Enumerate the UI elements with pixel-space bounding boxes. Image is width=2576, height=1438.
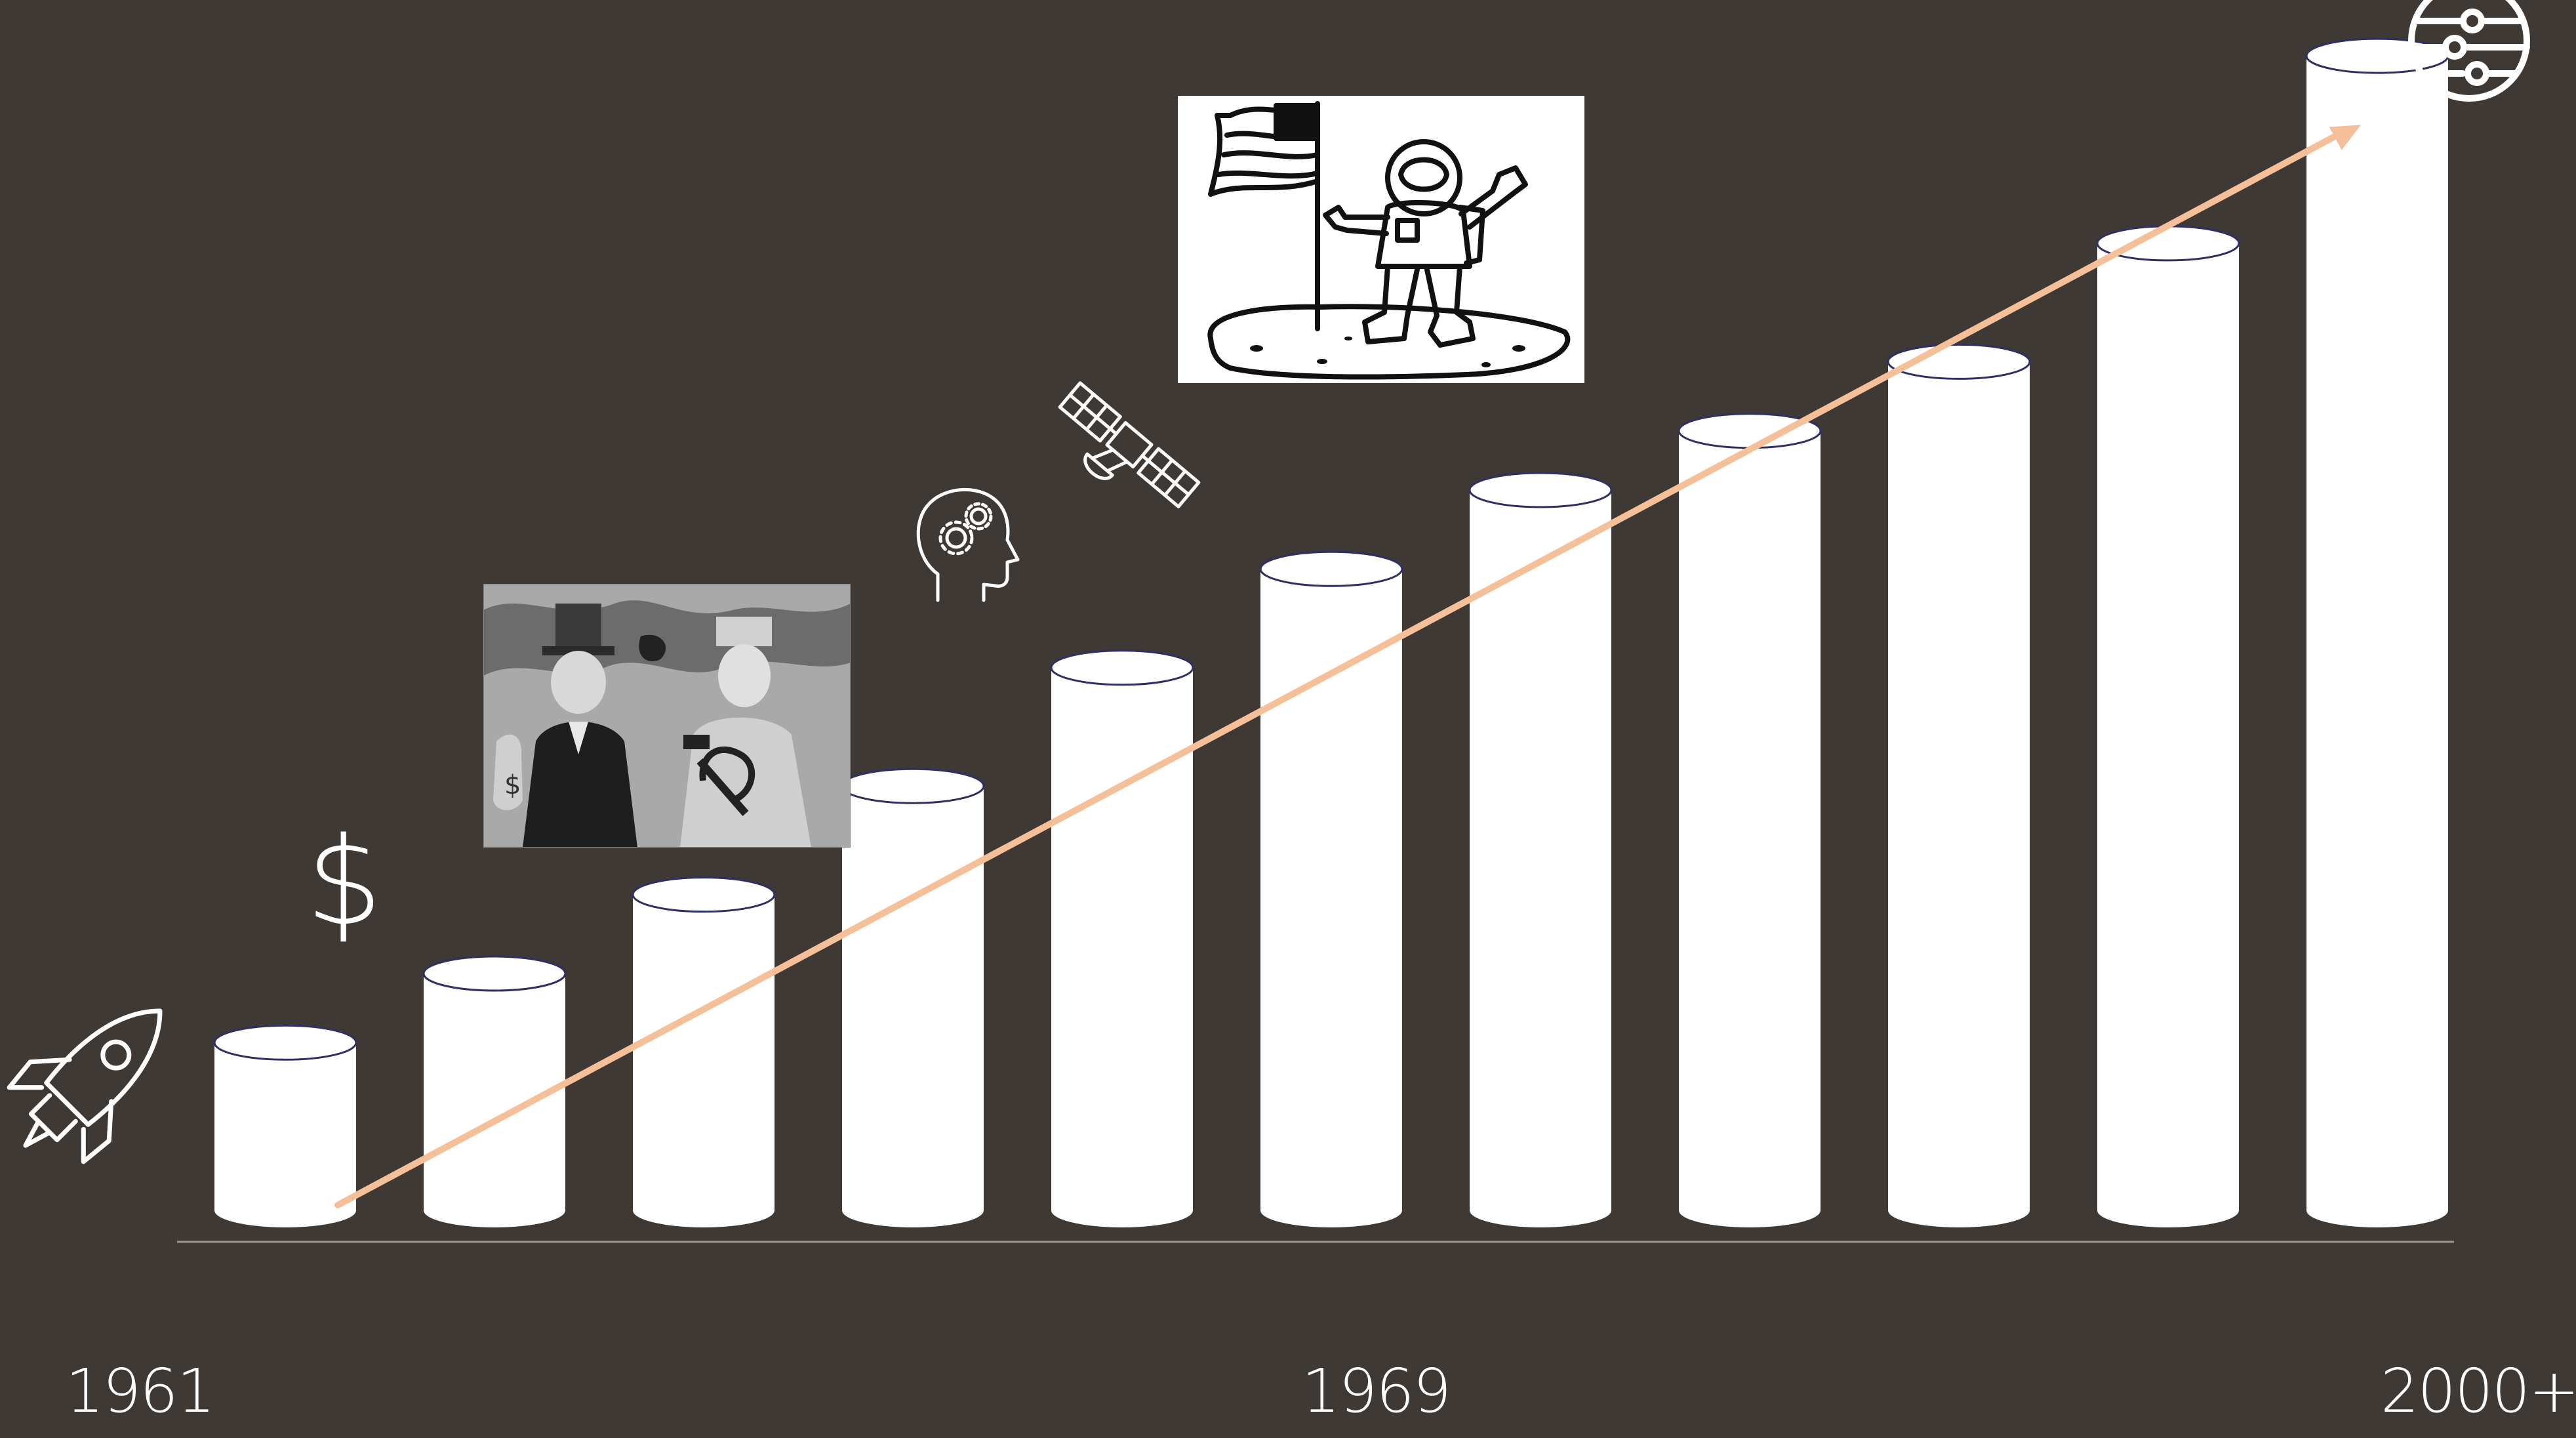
x-label-middle: 1969 [1302, 1356, 1451, 1426]
bar-top [422, 955, 567, 992]
bar [841, 768, 985, 1227]
bar-body [1470, 489, 1611, 1228]
cold-war-illustration: $ [483, 584, 851, 848]
trend-arrow [334, 125, 2361, 1208]
dollar-icon: $ [306, 811, 383, 953]
bar-body [214, 1042, 356, 1227]
bar-body [1051, 667, 1193, 1227]
bar-body [1260, 569, 1402, 1227]
bar [2305, 37, 2449, 1227]
moon-landing-illustration [1178, 96, 1584, 383]
bars-layer [213, 37, 2449, 1228]
bar-body [633, 894, 775, 1227]
bar-body [842, 786, 984, 1227]
bar [1678, 413, 1822, 1228]
head-gears-icon [916, 487, 1020, 602]
bar [1468, 472, 1613, 1228]
bar-top [632, 876, 776, 913]
svg-text:$: $ [504, 770, 521, 800]
bar-top [841, 768, 985, 804]
planet-icon [2408, 0, 2530, 102]
bar-top [213, 1024, 357, 1061]
bar [213, 1024, 357, 1227]
trend-line [334, 126, 2351, 1208]
trend-arrowhead [2329, 125, 2361, 150]
bar-body [1679, 430, 1821, 1228]
bar-top [1468, 472, 1613, 508]
bar-top [2305, 37, 2449, 74]
bar [422, 955, 567, 1227]
bar-top [1678, 413, 1822, 449]
rocket-icon [7, 1008, 163, 1164]
bar-top [1050, 649, 1194, 686]
x-label-end: 2000+ [2381, 1356, 2576, 1426]
bar [2096, 225, 2240, 1228]
bar [1050, 649, 1194, 1227]
bar-body [424, 974, 565, 1227]
bar-body [2097, 243, 2239, 1228]
bar-body [1888, 361, 2030, 1227]
x-label-start: 1961 [66, 1356, 215, 1426]
bar [1887, 343, 2031, 1227]
satellite-icon [1058, 381, 1201, 508]
bar-body [2306, 56, 2448, 1227]
bar [632, 876, 776, 1227]
bar [1259, 550, 1403, 1227]
bar-top [1259, 550, 1403, 587]
